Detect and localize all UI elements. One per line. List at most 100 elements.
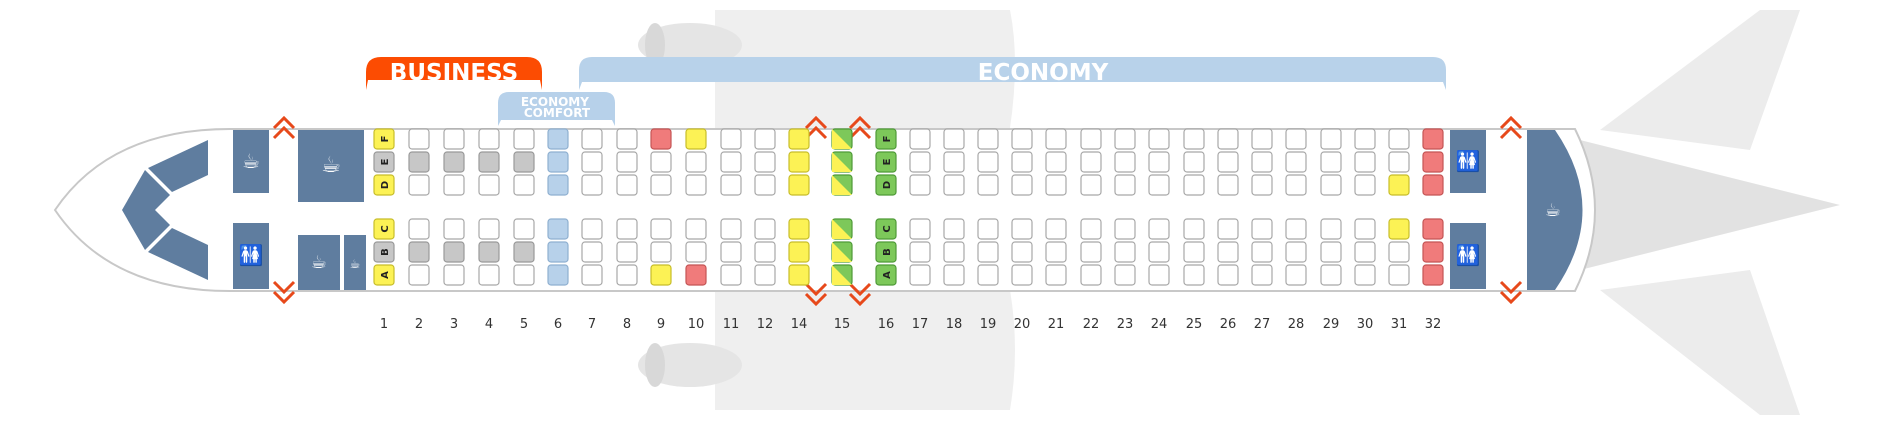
seat-8D[interactable] — [616, 174, 638, 196]
seat-29B[interactable] — [1320, 241, 1342, 263]
seat-4F[interactable] — [478, 128, 500, 150]
seat-23A[interactable] — [1114, 264, 1136, 286]
seat-26A[interactable] — [1217, 264, 1239, 286]
seat-2D[interactable] — [408, 174, 430, 196]
seat-30A[interactable] — [1354, 264, 1376, 286]
seat-21A[interactable] — [1045, 264, 1067, 286]
seat-1B[interactable] — [373, 241, 395, 263]
seat-2E[interactable] — [408, 151, 430, 173]
seat-31E[interactable] — [1388, 151, 1410, 173]
seat-28E[interactable] — [1285, 151, 1307, 173]
seat-20F[interactable] — [1011, 128, 1033, 150]
seat-26E[interactable] — [1217, 151, 1239, 173]
seat-6B[interactable] — [547, 241, 569, 263]
seat-20E[interactable] — [1011, 151, 1033, 173]
seat-28A[interactable] — [1285, 264, 1307, 286]
seat-31C[interactable] — [1388, 218, 1410, 240]
seat-5C[interactable] — [513, 218, 535, 240]
seat-28F[interactable] — [1285, 128, 1307, 150]
seat-2C[interactable] — [408, 218, 430, 240]
seat-7D[interactable] — [581, 174, 603, 196]
seat-6E[interactable] — [547, 151, 569, 173]
seat-25E[interactable] — [1183, 151, 1205, 173]
seat-23D[interactable] — [1114, 174, 1136, 196]
seat-4E[interactable] — [478, 151, 500, 173]
seat-2A[interactable] — [408, 264, 430, 286]
seat-24F[interactable] — [1148, 128, 1170, 150]
seat-18D[interactable] — [943, 174, 965, 196]
seat-3B[interactable] — [443, 241, 465, 263]
seat-14A[interactable] — [788, 264, 810, 286]
seat-8A[interactable] — [616, 264, 638, 286]
seat-10C[interactable] — [685, 218, 707, 240]
seat-2F[interactable] — [408, 128, 430, 150]
seat-11B[interactable] — [720, 241, 742, 263]
seat-14C[interactable] — [788, 218, 810, 240]
seat-1F[interactable] — [373, 128, 395, 150]
seat-11E[interactable] — [720, 151, 742, 173]
seat-9A[interactable] — [650, 264, 672, 286]
seat-32D[interactable] — [1422, 174, 1444, 196]
seat-22B[interactable] — [1080, 241, 1102, 263]
seat-32A[interactable] — [1422, 264, 1444, 286]
seat-17B[interactable] — [909, 241, 931, 263]
seat-32B[interactable] — [1422, 241, 1444, 263]
seat-12C[interactable] — [754, 218, 776, 240]
seat-28D[interactable] — [1285, 174, 1307, 196]
seat-29F[interactable] — [1320, 128, 1342, 150]
seat-9B[interactable] — [650, 241, 672, 263]
seat-22C[interactable] — [1080, 218, 1102, 240]
seat-27D[interactable] — [1251, 174, 1273, 196]
seat-17A[interactable] — [909, 264, 931, 286]
seat-25D[interactable] — [1183, 174, 1205, 196]
seat-18C[interactable] — [943, 218, 965, 240]
seat-9D[interactable] — [650, 174, 672, 196]
seat-8F[interactable] — [616, 128, 638, 150]
seat-5F[interactable] — [513, 128, 535, 150]
seat-7B[interactable] — [581, 241, 603, 263]
seat-29D[interactable] — [1320, 174, 1342, 196]
seat-1D[interactable] — [373, 174, 395, 196]
seat-27C[interactable] — [1251, 218, 1273, 240]
seat-30D[interactable] — [1354, 174, 1376, 196]
seat-31B[interactable] — [1388, 241, 1410, 263]
seat-11F[interactable] — [720, 128, 742, 150]
seat-32E[interactable] — [1422, 151, 1444, 173]
seat-18B[interactable] — [943, 241, 965, 263]
seat-5A[interactable] — [513, 264, 535, 286]
seat-14F[interactable] — [788, 128, 810, 150]
seat-4B[interactable] — [478, 241, 500, 263]
seat-16F[interactable] — [875, 128, 897, 150]
seat-17F[interactable] — [909, 128, 931, 150]
seat-25C[interactable] — [1183, 218, 1205, 240]
seat-27F[interactable] — [1251, 128, 1273, 150]
seat-1A[interactable] — [373, 264, 395, 286]
seat-22E[interactable] — [1080, 151, 1102, 173]
seat-10E[interactable] — [685, 151, 707, 173]
seat-24B[interactable] — [1148, 241, 1170, 263]
seat-27E[interactable] — [1251, 151, 1273, 173]
seat-16B[interactable] — [875, 241, 897, 263]
seat-24D[interactable] — [1148, 174, 1170, 196]
seat-5D[interactable] — [513, 174, 535, 196]
seat-31D[interactable] — [1388, 174, 1410, 196]
seat-23C[interactable] — [1114, 218, 1136, 240]
seat-20C[interactable] — [1011, 218, 1033, 240]
seat-17D[interactable] — [909, 174, 931, 196]
seat-18E[interactable] — [943, 151, 965, 173]
seat-19F[interactable] — [977, 128, 999, 150]
seat-30E[interactable] — [1354, 151, 1376, 173]
seat-4A[interactable] — [478, 264, 500, 286]
seat-1E[interactable] — [373, 151, 395, 173]
seat-14E[interactable] — [788, 151, 810, 173]
seat-30F[interactable] — [1354, 128, 1376, 150]
seat-11D[interactable] — [720, 174, 742, 196]
seat-31A[interactable] — [1388, 264, 1410, 286]
seat-27B[interactable] — [1251, 241, 1273, 263]
seat-7A[interactable] — [581, 264, 603, 286]
seat-23F[interactable] — [1114, 128, 1136, 150]
seat-28B[interactable] — [1285, 241, 1307, 263]
seat-30B[interactable] — [1354, 241, 1376, 263]
seat-16D[interactable] — [875, 174, 897, 196]
seat-3D[interactable] — [443, 174, 465, 196]
